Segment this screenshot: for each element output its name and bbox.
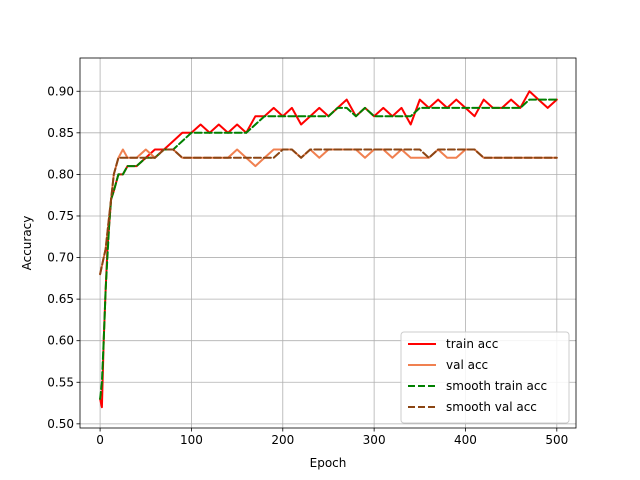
series-line-3 bbox=[99, 148, 558, 276]
legend-label-2: smooth train acc bbox=[446, 379, 547, 393]
axes-frame bbox=[79, 57, 577, 429]
y-tick-label: 0.65 bbox=[47, 292, 74, 306]
x-tick-label: 300 bbox=[363, 433, 386, 447]
x-tick-label: 200 bbox=[271, 433, 294, 447]
x-tick-label: 500 bbox=[545, 433, 568, 447]
y-tick-label: 0.70 bbox=[47, 251, 74, 265]
legend-label-0: train acc bbox=[446, 337, 498, 351]
series-lines bbox=[99, 90, 558, 409]
y-tick-label: 0.75 bbox=[47, 209, 74, 223]
legend: train acc val acc smooth train acc smooth v… bbox=[400, 331, 570, 424]
x-tick-label: 400 bbox=[454, 433, 477, 447]
y-tick-label: 0.80 bbox=[47, 167, 74, 181]
y-tick-label: 0.50 bbox=[47, 417, 74, 431]
x-tick-label: 0 bbox=[96, 433, 104, 447]
y-tick-label: 0.90 bbox=[47, 84, 74, 98]
y-axis-label: Accuracy bbox=[20, 216, 34, 271]
grid bbox=[80, 58, 576, 428]
x-tick-label: 100 bbox=[180, 433, 203, 447]
axis-ticks: 0 100 200 300 400 500 0.50 0.55 0.60 0.65 0.70 0.75… bbox=[47, 84, 568, 447]
y-tick-label: 0.85 bbox=[47, 126, 74, 140]
legend-label-1: val acc bbox=[446, 358, 488, 372]
legend-label-3: smooth val acc bbox=[446, 400, 537, 414]
x-axis-label: Epoch bbox=[310, 456, 347, 470]
series-line-2 bbox=[99, 98, 558, 400]
y-tick-label: 0.55 bbox=[47, 375, 74, 389]
legend-box bbox=[400, 331, 570, 424]
y-tick-label: 0.60 bbox=[47, 334, 74, 348]
